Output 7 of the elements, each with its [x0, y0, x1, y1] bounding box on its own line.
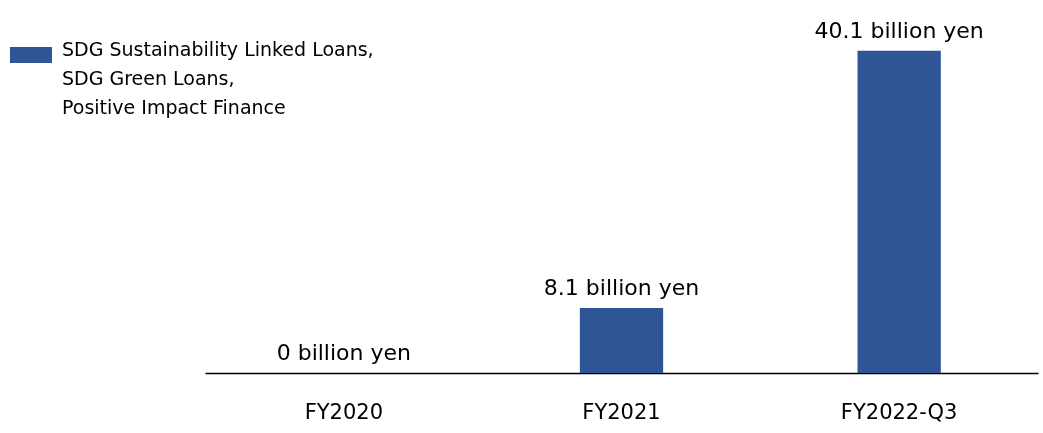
x-tick-label: FY2020 — [304, 399, 384, 424]
x-tick-label: FY2021 — [582, 399, 661, 424]
data-label: 0 billion yen — [276, 340, 411, 365]
data-label: 40.1 billion yen — [814, 17, 984, 43]
legend-label: SDG Sustainability Linked Loans, SDG Green Loans, Positive Impact Finance — [62, 38, 374, 118]
x-tick-label: FY2022-Q3 — [840, 399, 958, 424]
data-label: 8.1 billion yen — [543, 274, 700, 300]
